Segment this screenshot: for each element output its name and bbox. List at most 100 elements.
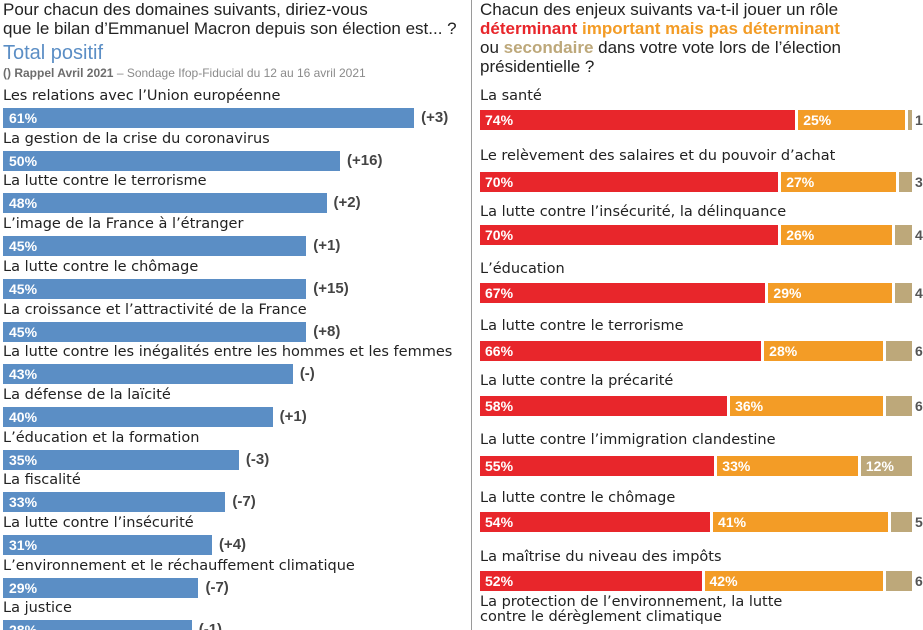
bar-value-label: 48% — [9, 195, 38, 212]
segment-value-label: 54% — [485, 514, 514, 530]
segment-value-label: 42% — [709, 573, 738, 589]
bar: 28% — [3, 620, 192, 630]
segment-value-label: 12% — [865, 458, 894, 474]
secondaire-segment — [899, 172, 912, 192]
segment-value-label: 26% — [786, 227, 815, 243]
secondaire-segment — [894, 283, 912, 303]
bar-change-label: (+1) — [313, 237, 341, 255]
right-bar-row: La lutte contre la précarité 58% 36% 6% — [476, 373, 923, 433]
right-bar-row: La protection de l’environnement, la lut… — [476, 595, 923, 630]
bar-change-label: (-7) — [205, 578, 229, 596]
legend-important: important mais pas déterminant — [582, 19, 840, 38]
important-segment — [781, 172, 897, 192]
bar-change-label: (-1) — [198, 621, 223, 630]
secondaire-segment — [907, 110, 912, 130]
bar-category-label: L’éducation et la formation — [3, 429, 200, 446]
bar-category-label: La lutte contre le terrorisme — [3, 173, 207, 190]
note-source: – Sondage Ifop-Fiducial du 12 au 16 avri… — [113, 66, 366, 80]
panel-divider — [471, 0, 472, 630]
right-title-line4: présidentielle ? — [480, 57, 595, 76]
left-bar-row: La lutte contre le terrorisme 48% (+2) — [0, 173, 470, 215]
left-source-note: () Rappel Avril 2021 – Sondage Ifop-Fidu… — [3, 66, 366, 80]
segment-value-label: 25% — [803, 112, 832, 128]
bar-change-label: (+2) — [333, 194, 361, 212]
bar: 45% — [3, 278, 307, 299]
important-segment — [730, 396, 884, 416]
bar: 31% — [3, 535, 212, 555]
right-bar-row: La santé 74% 25% 1% — [476, 88, 923, 148]
bar-category-label: La maîtrise du niveau des impôts — [480, 549, 722, 565]
segment-value-label: 6% — [915, 398, 923, 414]
left-bar-row: La défense de la laïcité 40% (+1) — [0, 387, 470, 429]
bar-value-label: 35% — [9, 451, 38, 468]
important-segment — [764, 341, 884, 361]
segment-value-label: 27% — [786, 174, 815, 190]
bar-value-label: 45% — [9, 323, 38, 340]
title-ou: ou — [480, 38, 504, 57]
bar-category-label: La lutte contre l’insécurité, la délinqu… — [480, 204, 787, 220]
bar: 29% — [3, 577, 199, 598]
determinant-segment — [480, 396, 728, 416]
left-bar-row: L’environnement et le réchauffement clim… — [0, 558, 470, 600]
segment-value-label: 70% — [485, 227, 514, 243]
segment-value-label: 66% — [485, 343, 514, 359]
important-segment — [768, 283, 892, 303]
bar-category-label: La gestion de la crise du coronavirus — [3, 130, 270, 147]
left-bar-row: Les relations avec l’Union européenne 61%… — [0, 88, 470, 130]
bar: 61% — [3, 108, 415, 128]
right-bar-row: La lutte contre le terrorisme 66% 28% 6% — [476, 318, 923, 378]
bar-value-label: 45% — [9, 280, 38, 297]
bar-category-label: La lutte contre les inégalités entre les… — [3, 344, 453, 361]
important-segment — [798, 110, 905, 130]
segment-value-label: 70% — [485, 174, 514, 190]
bar-value-label: 29% — [9, 579, 38, 596]
determinant-segment — [480, 283, 766, 303]
left-question-title: Pour chacun des domaines suivants, dirie… — [3, 0, 469, 38]
secondaire-segment — [890, 512, 912, 532]
segment-value-label: 55% — [485, 458, 514, 474]
bar: 48% — [3, 193, 327, 214]
bar-change-label: (-7) — [232, 493, 256, 511]
bar-change-label: (-) — [299, 365, 315, 383]
title-rest: dans votre vote lors de l’élection — [593, 38, 841, 57]
bar-value-label: 33% — [9, 494, 38, 511]
determinant-segment — [480, 341, 762, 361]
bar: 50% — [3, 150, 340, 171]
bar-category-label: La santé — [480, 88, 542, 104]
secondaire-segment — [886, 341, 912, 361]
legend-secondaire: secondaire — [503, 38, 594, 57]
bar-value-label: 61% — [9, 110, 38, 126]
right-bar-row: L’éducation 67% 29% 4% — [476, 261, 923, 321]
segment-value-label: 67% — [485, 285, 514, 301]
bar-change-label: (+8) — [313, 322, 341, 340]
bar-change-label: (+3) — [421, 109, 449, 126]
segment-value-label: 33% — [722, 458, 751, 474]
left-bar-row: L’image de la France à l’étranger 45% (+1) — [0, 216, 470, 258]
important-segment — [781, 225, 892, 245]
left-bar-row: La lutte contre les inégalités entre les… — [0, 344, 470, 386]
segment-value-label: 74% — [485, 112, 514, 128]
left-subtitle: Total positif — [3, 42, 104, 64]
segment-value-label: 1% — [915, 112, 923, 128]
left-bar-row: La fiscalité 33% (-7) — [0, 472, 470, 514]
bar-category-label: Le relèvement des salaires et du pouvoir… — [480, 148, 836, 164]
bar-value-label: 28% — [9, 622, 37, 630]
important-segment — [704, 571, 884, 591]
left-bar-row: La lutte contre le chômage 45% (+15) — [0, 259, 470, 301]
right-title-line3: ou secondaire dans votre vote lors de l’… — [480, 38, 920, 57]
legend-determinant: déterminant — [480, 19, 578, 38]
bar: 33% — [3, 492, 226, 513]
bar-category-label: La lutte contre la précarité — [480, 373, 674, 389]
determinant-segment — [480, 512, 711, 532]
segment-value-label: 28% — [769, 343, 798, 359]
segment-value-label: 52% — [485, 573, 514, 589]
bar-change-label: (-3) — [245, 450, 270, 468]
determinant-segment — [480, 571, 702, 591]
right-bar-row: La lutte contre le chômage 54% 41% 5% — [476, 490, 923, 550]
left-bar-row: La lutte contre l’insécurité 31% (+4) — [0, 515, 470, 557]
bar-category-label: La lutte contre l’insécurité — [3, 515, 194, 531]
bar: 35% — [3, 449, 239, 470]
bar-value-label: 31% — [9, 537, 38, 553]
left-bar-row: La justice 28% (-1) — [0, 600, 470, 630]
segment-value-label: 4% — [915, 227, 923, 243]
